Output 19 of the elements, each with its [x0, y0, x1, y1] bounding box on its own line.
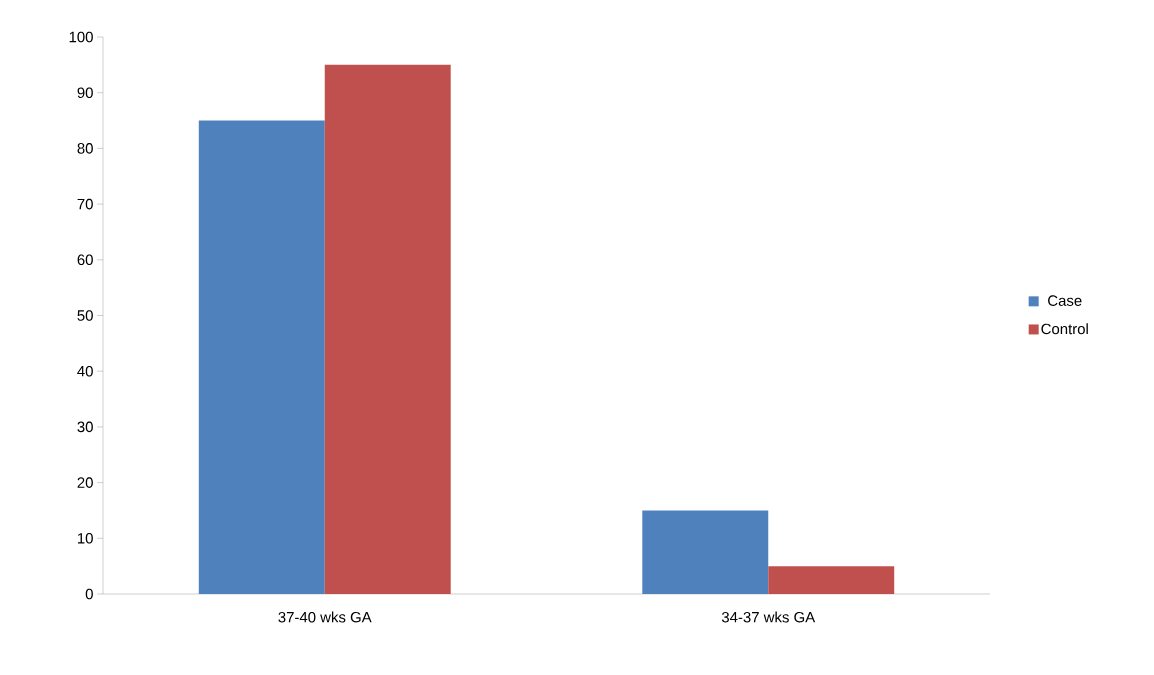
legend-label: Case — [1048, 295, 1082, 306]
bar — [642, 510, 769, 594]
y-tick-label: 70 — [77, 198, 93, 210]
y-tick-label: 10 — [78, 533, 93, 544]
y-tick-label: 100 — [69, 31, 93, 43]
y-tick-label: 0 — [85, 588, 93, 600]
x-tick-label: 37-40 wks GA — [278, 611, 372, 623]
y-tick-label: 50 — [77, 310, 93, 321]
x-tick-label: 34-37 wks GA — [721, 611, 816, 623]
y-tick-label: 60 — [77, 254, 93, 266]
bar — [198, 120, 325, 594]
y-tick-label: 30 — [77, 421, 93, 433]
bar — [324, 64, 451, 594]
bar — [768, 566, 895, 594]
y-tick-label: 90 — [77, 87, 93, 98]
y-tick-label: 80 — [77, 143, 93, 154]
legend-label: Control — [1041, 323, 1088, 335]
y-tick-label: 40 — [77, 365, 93, 377]
y-tick-label: 20 — [77, 477, 93, 488]
